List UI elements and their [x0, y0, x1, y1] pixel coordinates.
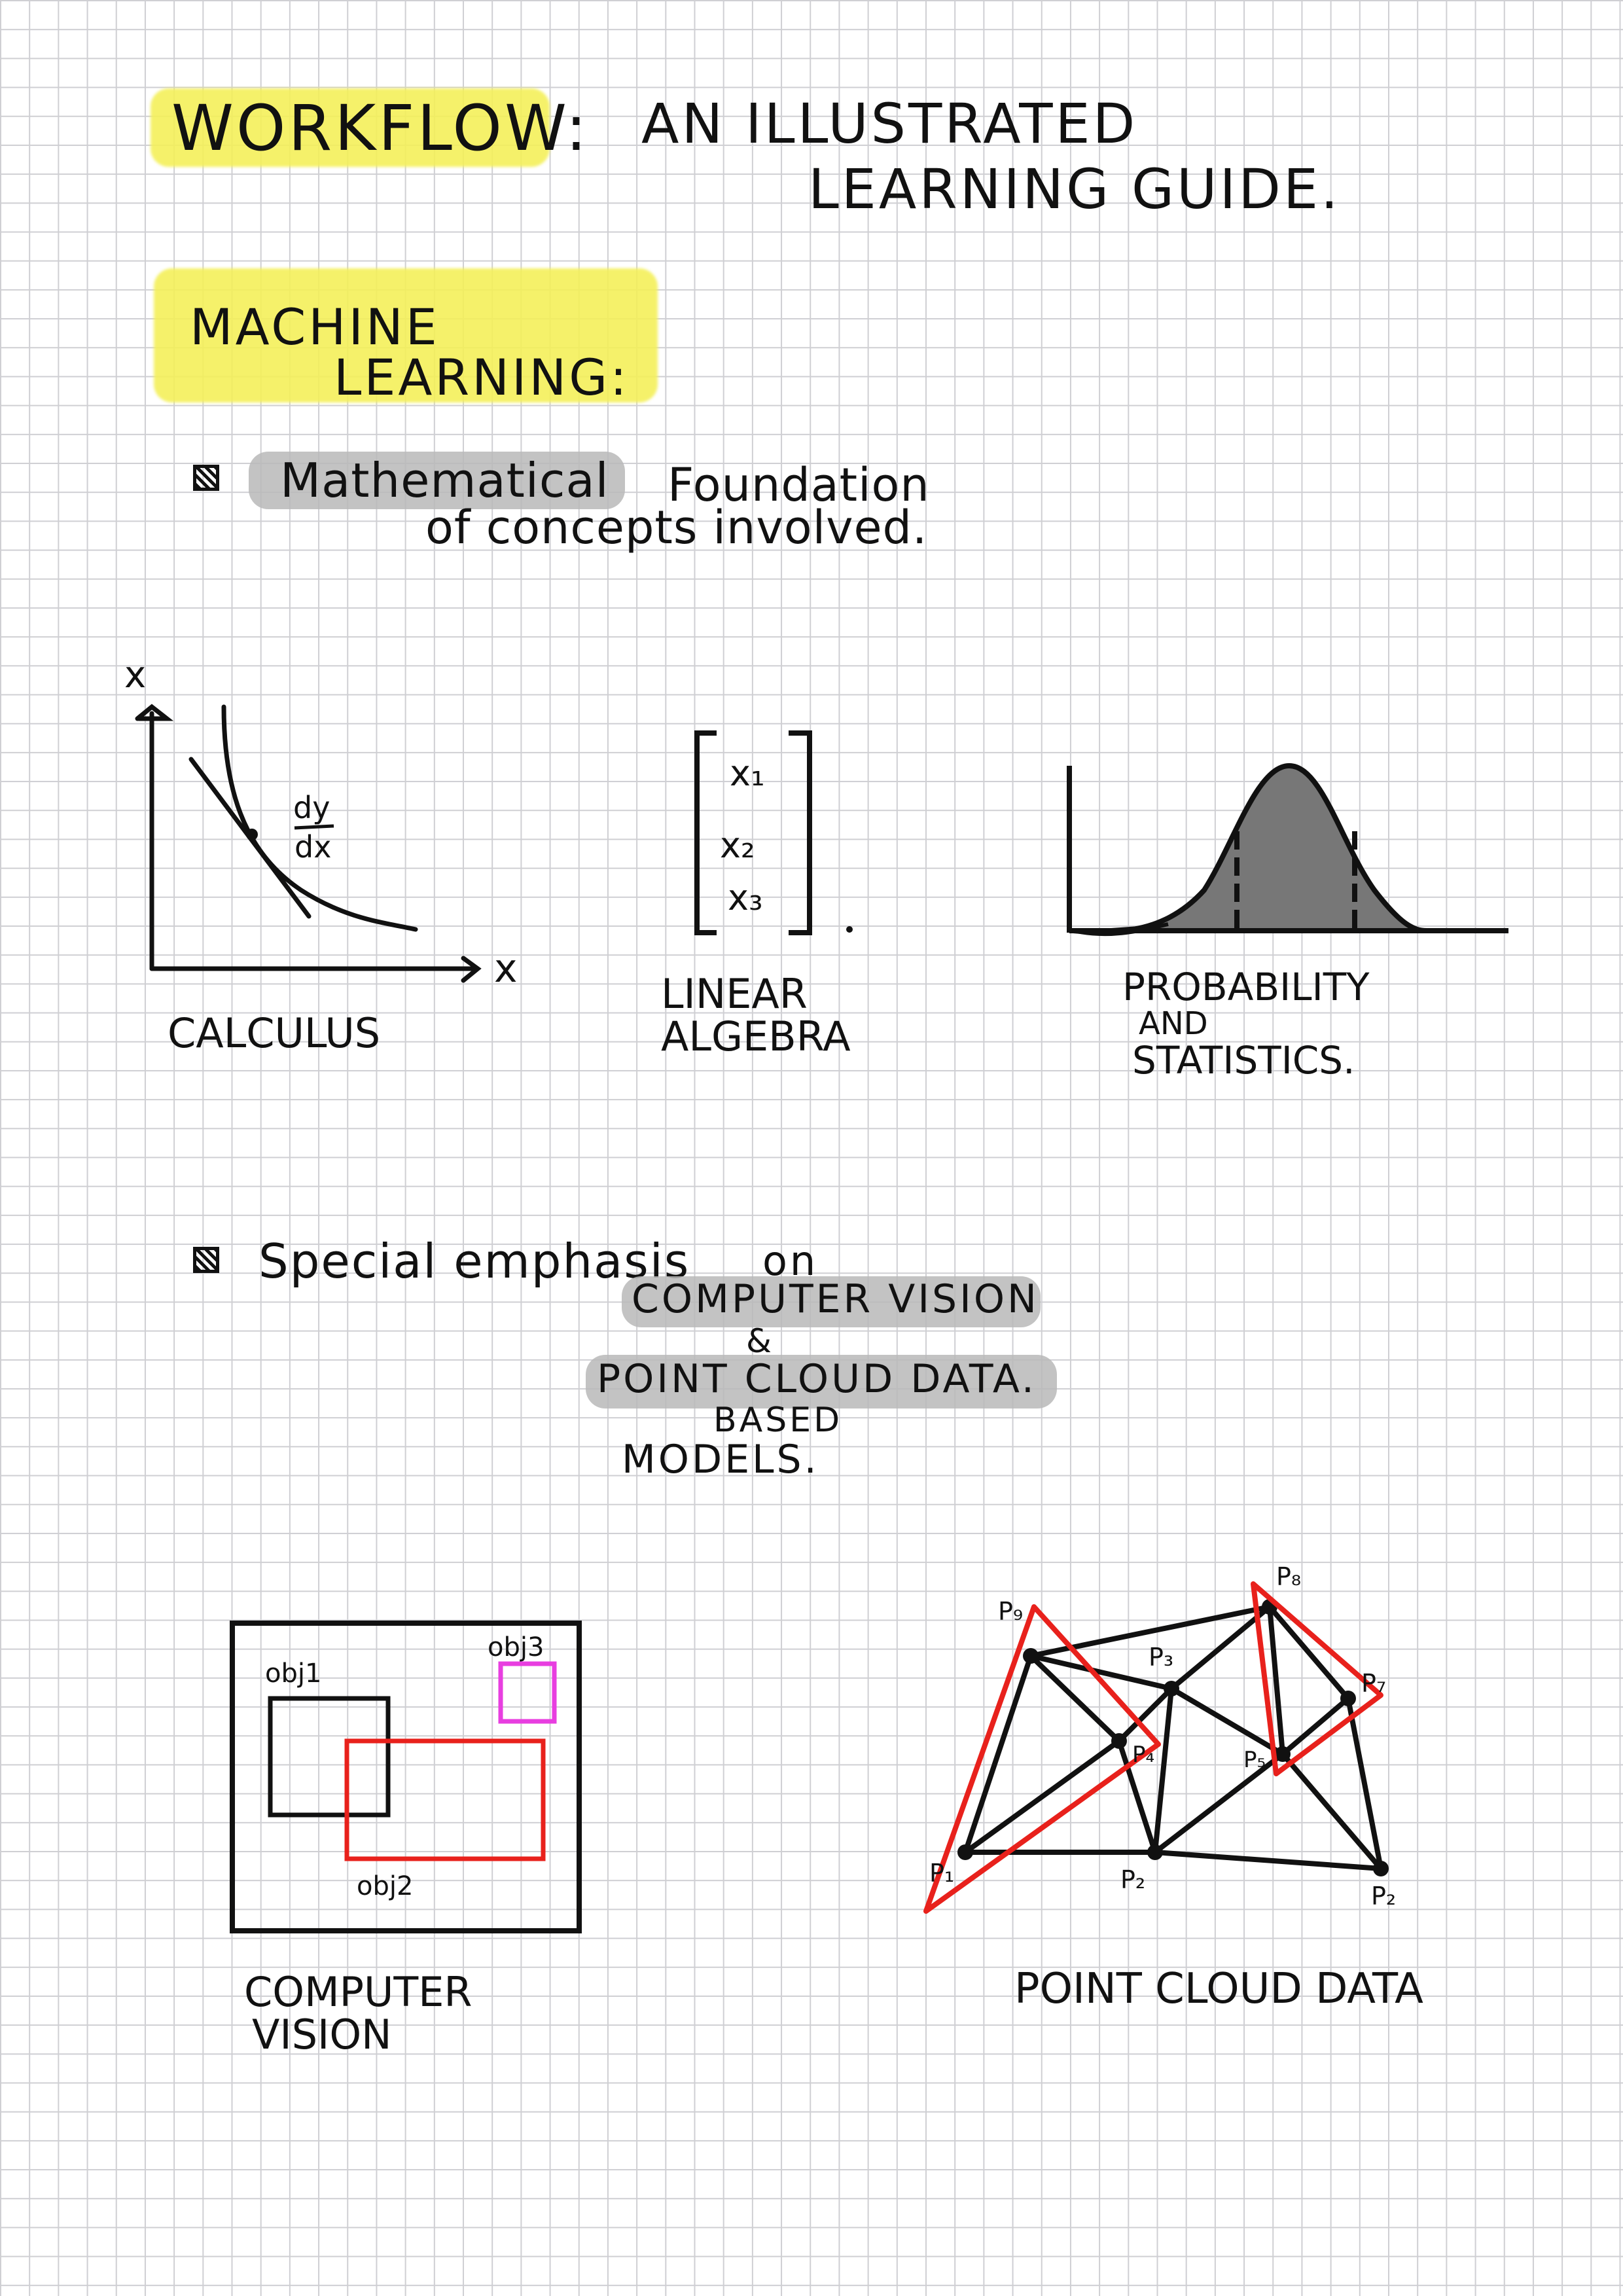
title-line2: LEARNING GUIDE. — [808, 157, 1341, 221]
title-workflow: WORKFLOW: — [171, 92, 590, 165]
calculus-x-arrow — [461, 956, 482, 983]
bullet2-amp: & — [746, 1322, 774, 1360]
label-p8: P₈ — [1276, 1562, 1301, 1591]
point-cloud-highlight — [586, 1355, 1057, 1408]
calculus-figure: x x dy dx CALCULUS — [124, 654, 518, 1057]
calculus-y-label: x — [124, 654, 146, 696]
computer-vision-figure: obj1 obj3 obj2 COMPUTER VISION — [230, 1621, 582, 2058]
prob-caption-2: AND — [1139, 1005, 1208, 1042]
bullet2-based: BASED — [713, 1401, 843, 1440]
calculus-y-arrow — [135, 704, 174, 721]
derivative-bottom: dx — [294, 829, 331, 865]
bullet2-lead: Special emphasis — [259, 1234, 690, 1289]
vector-entry-2: x₂ — [720, 825, 755, 866]
vector-entry-3: x₃ — [728, 877, 763, 918]
bullet1-line2: of concepts involved. — [425, 501, 928, 554]
calculus-caption: CALCULUS — [168, 1009, 380, 1057]
point-cloud-caption: POINT CLOUD DATA — [1014, 1965, 1423, 2013]
obj3-box — [498, 1661, 557, 1724]
checkbox-icon — [193, 1247, 219, 1273]
section-line1: MACHINE — [190, 298, 440, 356]
title-line1: AN ILLUSTRATED — [641, 92, 1138, 156]
highlighted-triangles — [923, 1581, 1383, 1914]
bullet2-topic2: POINT CLOUD DATA. — [597, 1356, 1037, 1402]
calculus-curve — [221, 704, 418, 932]
prob-caption-1: PROBABILITY — [1122, 965, 1370, 1009]
bracket-right — [789, 730, 812, 935]
calculus-x-label: x — [494, 946, 518, 992]
derivative-top: dy — [293, 790, 330, 825]
obj3-label: obj3 — [488, 1632, 544, 1662]
section-highlight — [154, 268, 658, 403]
bullet2-topic1: COMPUTER VISION — [632, 1276, 1039, 1322]
section-line2: LEARNING: — [334, 348, 630, 406]
obj2-label: obj2 — [357, 1871, 413, 1901]
vector-entry-1: x₁ — [730, 753, 765, 794]
checkbox-icon — [193, 465, 219, 491]
label-p4: P₄ — [1132, 1742, 1154, 1768]
prob-caption-3: STATISTICS. — [1132, 1038, 1355, 1083]
cv-caption-2: VISION — [252, 2011, 392, 2058]
title-highlight — [151, 88, 550, 167]
computer-vision-highlight — [622, 1276, 1041, 1327]
label-p9: P₉ — [998, 1597, 1023, 1626]
image-frame — [230, 1621, 582, 1933]
bullet1-foundation: Foundation — [668, 458, 930, 512]
label-p2-center: P₂ — [1120, 1865, 1145, 1894]
linear-caption-2: ALGEBRA — [661, 1013, 851, 1060]
probability-figure: PROBABILITY AND STATISTICS. — [1067, 762, 1508, 1083]
obj1-label: obj1 — [265, 1659, 321, 1689]
cv-caption-1: COMPUTER — [244, 1968, 472, 2016]
bracket-left — [694, 730, 717, 935]
label-p5: P₅ — [1243, 1747, 1266, 1773]
label-p2-right: P₂ — [1371, 1882, 1396, 1910]
calculus-tangent-point — [246, 829, 258, 840]
obj2-box — [344, 1738, 546, 1861]
normal-curve-area — [1073, 762, 1427, 935]
obj1-box — [268, 1696, 391, 1818]
label-p3: P₃ — [1149, 1643, 1173, 1672]
bullet2-models: MODELS. — [622, 1437, 819, 1482]
label-p1: P₁ — [929, 1859, 954, 1888]
linear-caption-1: LINEAR — [661, 970, 808, 1018]
bullet1-highlight-word: Mathematical — [280, 453, 609, 508]
point-cloud-figure: P₉ P₈ P₃ P₇ P₄ P₅ P₁ P₂ P₂ POINT CLOUD D… — [923, 1562, 1423, 2013]
triangulation-edges — [963, 1604, 1383, 1871]
linear-algebra-figure: x₁ x₂ x₃ LINEAR ALGEBRA — [661, 730, 853, 1060]
mathematical-highlight — [249, 452, 625, 509]
label-p7: P₇ — [1361, 1669, 1386, 1698]
cloud-points — [957, 1599, 1389, 1876]
